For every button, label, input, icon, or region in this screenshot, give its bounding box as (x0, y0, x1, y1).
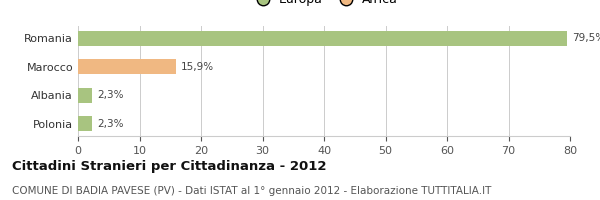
Bar (78, 116, 92, 131)
Bar (78, 31, 567, 46)
Text: 2,3%: 2,3% (97, 119, 124, 129)
Text: Cittadini Stranieri per Cittadinanza - 2012: Cittadini Stranieri per Cittadinanza - 2… (12, 160, 326, 173)
Text: 15,9%: 15,9% (181, 62, 214, 72)
Text: 2,3%: 2,3% (97, 90, 124, 100)
Legend: Europa, Africa: Europa, Africa (248, 0, 400, 8)
Bar (78, 59, 176, 74)
Text: COMUNE DI BADIA PAVESE (PV) - Dati ISTAT al 1° gennaio 2012 - Elaborazione TUTTI: COMUNE DI BADIA PAVESE (PV) - Dati ISTAT… (12, 186, 491, 196)
Text: 79,5%: 79,5% (572, 33, 600, 43)
Bar (78, 88, 92, 103)
